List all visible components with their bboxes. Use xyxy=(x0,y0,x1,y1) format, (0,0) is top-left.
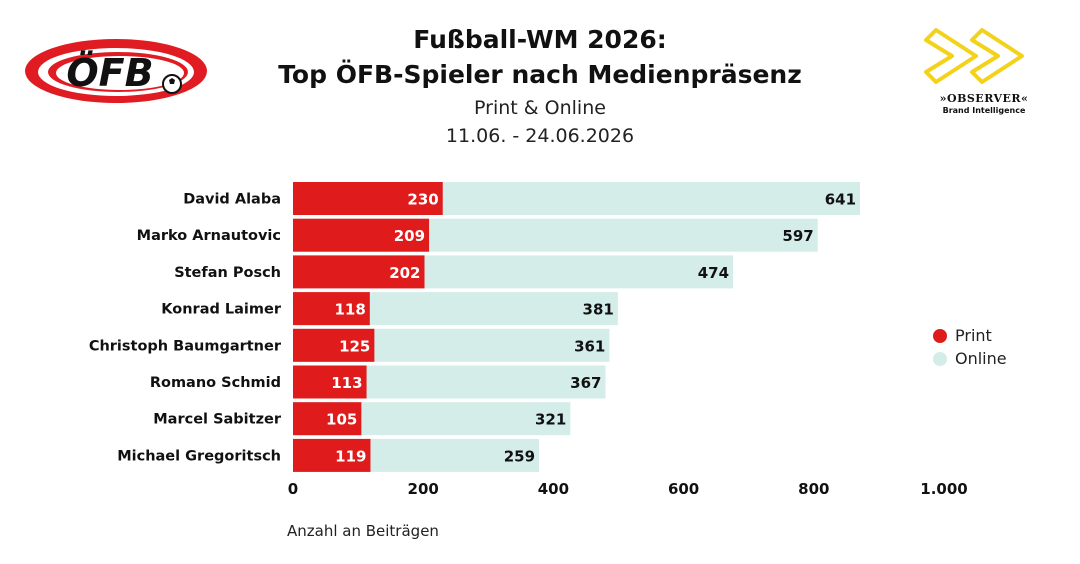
bar-print-christoph-baumgartner xyxy=(293,328,375,362)
category-label-konrad-laimer: Konrad Laimer xyxy=(161,302,282,318)
x-tick-label-200: 200 xyxy=(408,480,439,498)
data-label-print-david-alaba: 230 xyxy=(407,191,438,209)
observer-logo-subtext: Brand Intelligence xyxy=(942,106,1026,115)
chart-title-line-2: Top ÖFB-Spieler nach Medienpräsenz xyxy=(278,60,802,89)
data-label-online-konrad-laimer: 381 xyxy=(583,301,614,319)
bar-print-stefan-posch xyxy=(293,255,425,289)
x-tick-label-800: 800 xyxy=(798,480,829,498)
data-label-print-romano-schmid: 113 xyxy=(331,374,362,392)
chart-date-range: 11.06. - 24.06.2026 xyxy=(445,125,635,147)
category-label-david-alaba: David Alaba xyxy=(183,192,281,208)
bar-print-konrad-laimer xyxy=(293,292,370,326)
data-label-print-marcel-sabitzer: 105 xyxy=(326,411,357,429)
category-label-romano-schmid: Romano Schmid xyxy=(150,375,281,391)
category-label-marko-arnautovic: Marko Arnautovic xyxy=(137,228,281,244)
title-block: Fußball-WM 2026: Top ÖFB-Spieler nach Me… xyxy=(0,22,1080,150)
data-label-online-david-alaba: 641 xyxy=(825,191,856,209)
observer-chevrons-icon xyxy=(924,28,1024,84)
observer-logo: »OBSERVER« Brand Intelligence xyxy=(918,22,1050,122)
chart-subtitle: Print & Online xyxy=(474,97,606,119)
data-label-online-romano-schmid: 367 xyxy=(570,374,601,392)
bar-print-david-alaba xyxy=(293,182,443,215)
data-label-online-michael-gregoritsch: 259 xyxy=(504,447,535,465)
bar-print-marko-arnautovic xyxy=(293,218,430,252)
x-tick-label-1000: 1.000 xyxy=(920,480,967,498)
chart-title-line-1: Fußball-WM 2026: xyxy=(413,25,667,54)
data-label-online-christoph-baumgartner: 361 xyxy=(574,337,605,355)
legend-swatch-online xyxy=(933,351,947,366)
oefb-logo-text: ÖFB xyxy=(66,51,153,95)
data-label-print-michael-gregoritsch: 119 xyxy=(335,447,366,465)
legend-swatch-print xyxy=(933,328,947,343)
x-tick-label-600: 600 xyxy=(668,480,699,498)
data-label-print-konrad-laimer: 118 xyxy=(335,301,366,319)
data-label-online-marko-arnautovic: 597 xyxy=(782,227,813,245)
legend-label-print: Print xyxy=(955,326,992,345)
category-label-christoph-baumgartner: Christoph Baumgartner xyxy=(89,338,282,354)
category-label-marcel-sabitzer: Marcel Sabitzer xyxy=(153,412,282,428)
data-label-print-christoph-baumgartner: 125 xyxy=(339,337,370,355)
data-label-print-stefan-posch: 202 xyxy=(389,264,420,282)
category-label-michael-gregoritsch: Michael Gregoritsch xyxy=(117,448,281,464)
category-label-stefan-posch: Stefan Posch xyxy=(174,265,281,281)
bar-print-michael-gregoritsch xyxy=(293,438,371,472)
data-label-print-marko-arnautovic: 209 xyxy=(394,227,425,245)
oefb-logo: ÖFB xyxy=(22,36,210,106)
legend-label-online: Online xyxy=(955,349,1007,368)
bar-print-marcel-sabitzer xyxy=(293,402,362,436)
observer-logo-text: »OBSERVER« xyxy=(939,92,1029,105)
legend-item-online: Online xyxy=(933,347,1007,370)
data-label-online-stefan-posch: 474 xyxy=(698,264,729,282)
x-tick-label-400: 400 xyxy=(538,480,569,498)
chart-legend: Print Online xyxy=(933,324,1007,370)
bar-print-romano-schmid xyxy=(293,365,367,399)
legend-item-print: Print xyxy=(933,324,1007,347)
x-tick-label-0: 0 xyxy=(288,480,298,498)
data-label-online-marcel-sabitzer: 321 xyxy=(535,411,566,429)
x-axis-label: Anzahl an Beiträgen xyxy=(287,522,439,540)
